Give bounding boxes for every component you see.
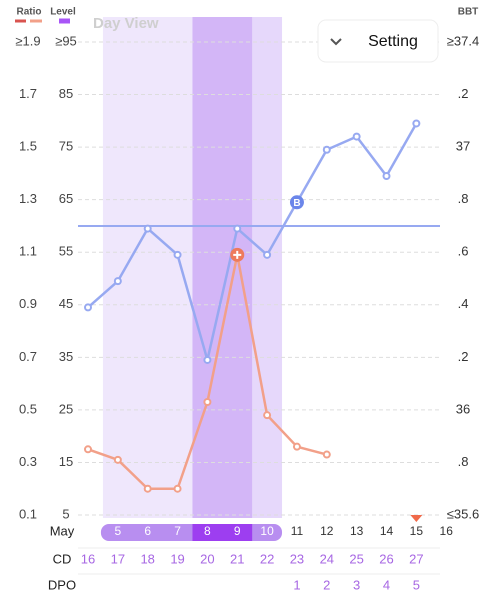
cd-label: 22 bbox=[260, 551, 274, 566]
bbt-tick-label: .2 bbox=[458, 86, 469, 101]
day-label: 10 bbox=[260, 524, 274, 538]
dpo-label: 1 bbox=[293, 577, 300, 592]
point bbox=[203, 355, 212, 364]
day-label: 8 bbox=[204, 524, 211, 538]
cd-label: 26 bbox=[379, 551, 393, 566]
month-label: May bbox=[50, 523, 75, 538]
level-tick-label: 55 bbox=[59, 244, 73, 259]
cd-label: 18 bbox=[140, 551, 154, 566]
day-label: 9 bbox=[234, 524, 241, 538]
cd-label: 17 bbox=[111, 551, 125, 566]
point bbox=[233, 224, 242, 233]
point bbox=[173, 484, 182, 493]
bbt-marker bbox=[289, 195, 304, 210]
peak-plus bbox=[233, 250, 242, 259]
setting-button[interactable]: Setting bbox=[317, 19, 439, 63]
dpo-label: 5 bbox=[413, 577, 420, 592]
bbt-tick-label: ≤35.6 bbox=[447, 506, 479, 521]
day-label: 15 bbox=[410, 524, 424, 538]
row-label: DPO bbox=[48, 577, 76, 592]
cd-label: 19 bbox=[170, 551, 184, 566]
ratio-tick-label: 0.7 bbox=[19, 349, 37, 364]
point bbox=[263, 250, 272, 259]
point bbox=[322, 450, 331, 459]
legend-label: BBT bbox=[458, 7, 479, 18]
bbt-tick-label: .8 bbox=[458, 191, 469, 206]
bbt-tick-label: .8 bbox=[458, 454, 469, 469]
point bbox=[352, 132, 361, 141]
fertile-pill bbox=[100, 524, 283, 541]
point bbox=[84, 445, 92, 454]
point bbox=[84, 303, 92, 312]
ratio-tick-label: 1.1 bbox=[19, 244, 37, 259]
series-line bbox=[87, 122, 418, 362]
ratio-tick-label: 1.5 bbox=[19, 139, 37, 154]
ovulation-pill bbox=[192, 524, 253, 541]
level-tick-label: 75 bbox=[59, 139, 73, 154]
ratio-tick-label: 1.3 bbox=[19, 191, 37, 206]
setting-box[interactable] bbox=[317, 19, 439, 63]
level-tick-label: 65 bbox=[59, 191, 73, 206]
point bbox=[113, 277, 122, 286]
point bbox=[173, 250, 182, 259]
ratio-tick-label: 0.9 bbox=[19, 296, 37, 311]
ratio-tick-label: ≥1.9 bbox=[15, 33, 40, 48]
dpo-label: 4 bbox=[383, 577, 390, 592]
cd-label: 24 bbox=[320, 551, 334, 566]
bbt-tick-label: .4 bbox=[458, 296, 469, 311]
level-tick-label: 5 bbox=[62, 506, 69, 521]
day-label: 6 bbox=[144, 524, 151, 538]
point bbox=[263, 411, 272, 420]
setting-label[interactable]: Setting bbox=[368, 33, 418, 50]
point bbox=[382, 172, 391, 181]
late-fertile-band bbox=[252, 17, 283, 518]
level-tick-label: 15 bbox=[59, 454, 73, 469]
ovulation-band bbox=[192, 17, 253, 518]
point bbox=[143, 224, 152, 233]
point bbox=[203, 398, 212, 407]
ratio-tick-label: 0.1 bbox=[19, 506, 37, 521]
legend-label: Level bbox=[50, 7, 76, 18]
cd-label: 21 bbox=[230, 551, 244, 566]
period-marker bbox=[410, 515, 423, 522]
cd-label: 20 bbox=[200, 551, 214, 566]
level-tick-label: 25 bbox=[59, 401, 73, 416]
bbt-tick-label: .6 bbox=[458, 244, 469, 259]
day-label: 16 bbox=[440, 524, 454, 538]
dpo-label: 2 bbox=[323, 577, 330, 592]
bbt-tick-label: 36 bbox=[456, 401, 470, 416]
level-tick-label: ≥95 bbox=[55, 33, 77, 48]
bbt-tick-label: ≥37.4 bbox=[447, 33, 479, 48]
day-label: 7 bbox=[174, 524, 181, 538]
legend-label: Ratio bbox=[17, 7, 42, 18]
ratio-tick-label: 1.7 bbox=[19, 86, 37, 101]
day-label: 12 bbox=[320, 524, 334, 538]
day-label: 14 bbox=[380, 524, 394, 538]
level-tick-label: 35 bbox=[59, 349, 73, 364]
point bbox=[412, 119, 421, 128]
ratio-tick-label: 0.5 bbox=[19, 401, 37, 416]
day-label: 5 bbox=[115, 524, 122, 538]
bbt-tick-label: .2 bbox=[458, 349, 469, 364]
point bbox=[292, 442, 301, 451]
day-label: 13 bbox=[350, 524, 364, 538]
bbt-tick-label: 37 bbox=[456, 139, 470, 154]
level-tick-label: 45 bbox=[59, 296, 73, 311]
bbt-marker-label: B bbox=[293, 198, 300, 209]
point bbox=[113, 455, 122, 464]
cd-label: 27 bbox=[409, 551, 423, 566]
point bbox=[143, 484, 152, 493]
row-label: CD bbox=[53, 551, 72, 566]
day-label: 11 bbox=[291, 524, 304, 538]
ratio-tick-label: 0.3 bbox=[19, 454, 37, 469]
dpo-label: 3 bbox=[353, 577, 360, 592]
cd-label: 16 bbox=[81, 551, 95, 566]
chevron[interactable] bbox=[330, 38, 342, 46]
cd-label: 25 bbox=[349, 551, 363, 566]
view-label: Day View bbox=[93, 15, 159, 32]
point bbox=[322, 145, 331, 154]
level-tick-label: 85 bbox=[59, 86, 73, 101]
cd-label: 23 bbox=[290, 551, 304, 566]
